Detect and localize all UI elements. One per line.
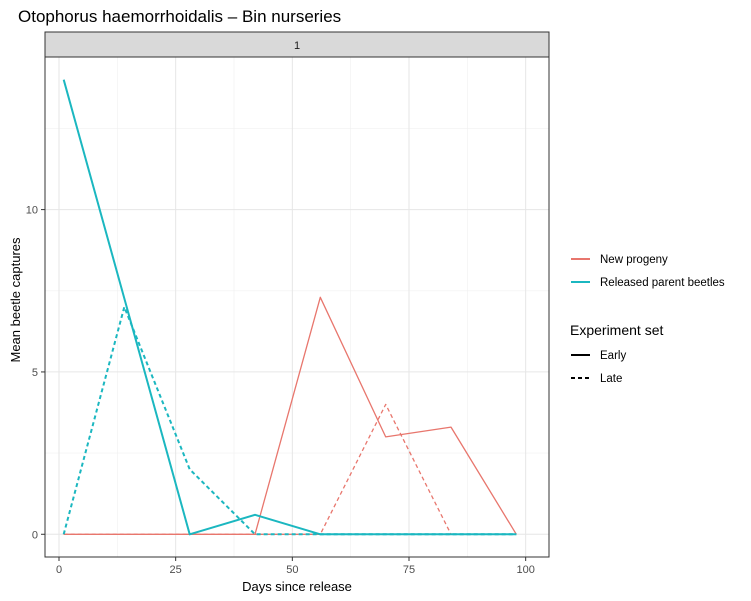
x-tick-label: 100 [516, 564, 534, 576]
y-axis-title: Mean beetle captures [8, 237, 23, 363]
x-axis-title: Days since release [242, 579, 352, 594]
x-tick-label: 75 [403, 564, 415, 576]
legend-label-early: Early [600, 350, 626, 362]
y-tick-label: 0 [32, 529, 38, 541]
panel-background [45, 57, 549, 557]
axes: 0 25 50 75 100 0 5 10 [26, 205, 535, 576]
panel-border [44, 56, 550, 558]
legend: New progeny Released parent beetles Experi… [570, 254, 725, 385]
chart-title: Otophorus haemorrhoidalis – Bin nurserie… [18, 7, 341, 26]
series-line-released-parent-beetles-late [62, 306, 517, 536]
legend-label-late: Late [600, 373, 622, 385]
x-tick-label: 50 [286, 564, 298, 576]
x-tick-label: 0 [56, 564, 62, 576]
facet-strip: 1 [44, 31, 550, 58]
y-tick-label: 10 [26, 205, 38, 217]
plot-panel [45, 57, 549, 557]
facet-strip-background [44, 31, 550, 58]
series-lines [44, 56, 550, 558]
series-line-new-progeny-late [63, 403, 517, 535]
y-tick-label: 5 [32, 367, 38, 379]
legend-title-experiment-set: Experiment set [570, 322, 663, 338]
legend-label-released-parent-beetles: Released parent beetles [600, 277, 725, 289]
facet-strip-label: 1 [294, 40, 300, 52]
legend-label-new-progeny: New progeny [600, 254, 668, 266]
x-tick-label: 25 [170, 564, 182, 576]
